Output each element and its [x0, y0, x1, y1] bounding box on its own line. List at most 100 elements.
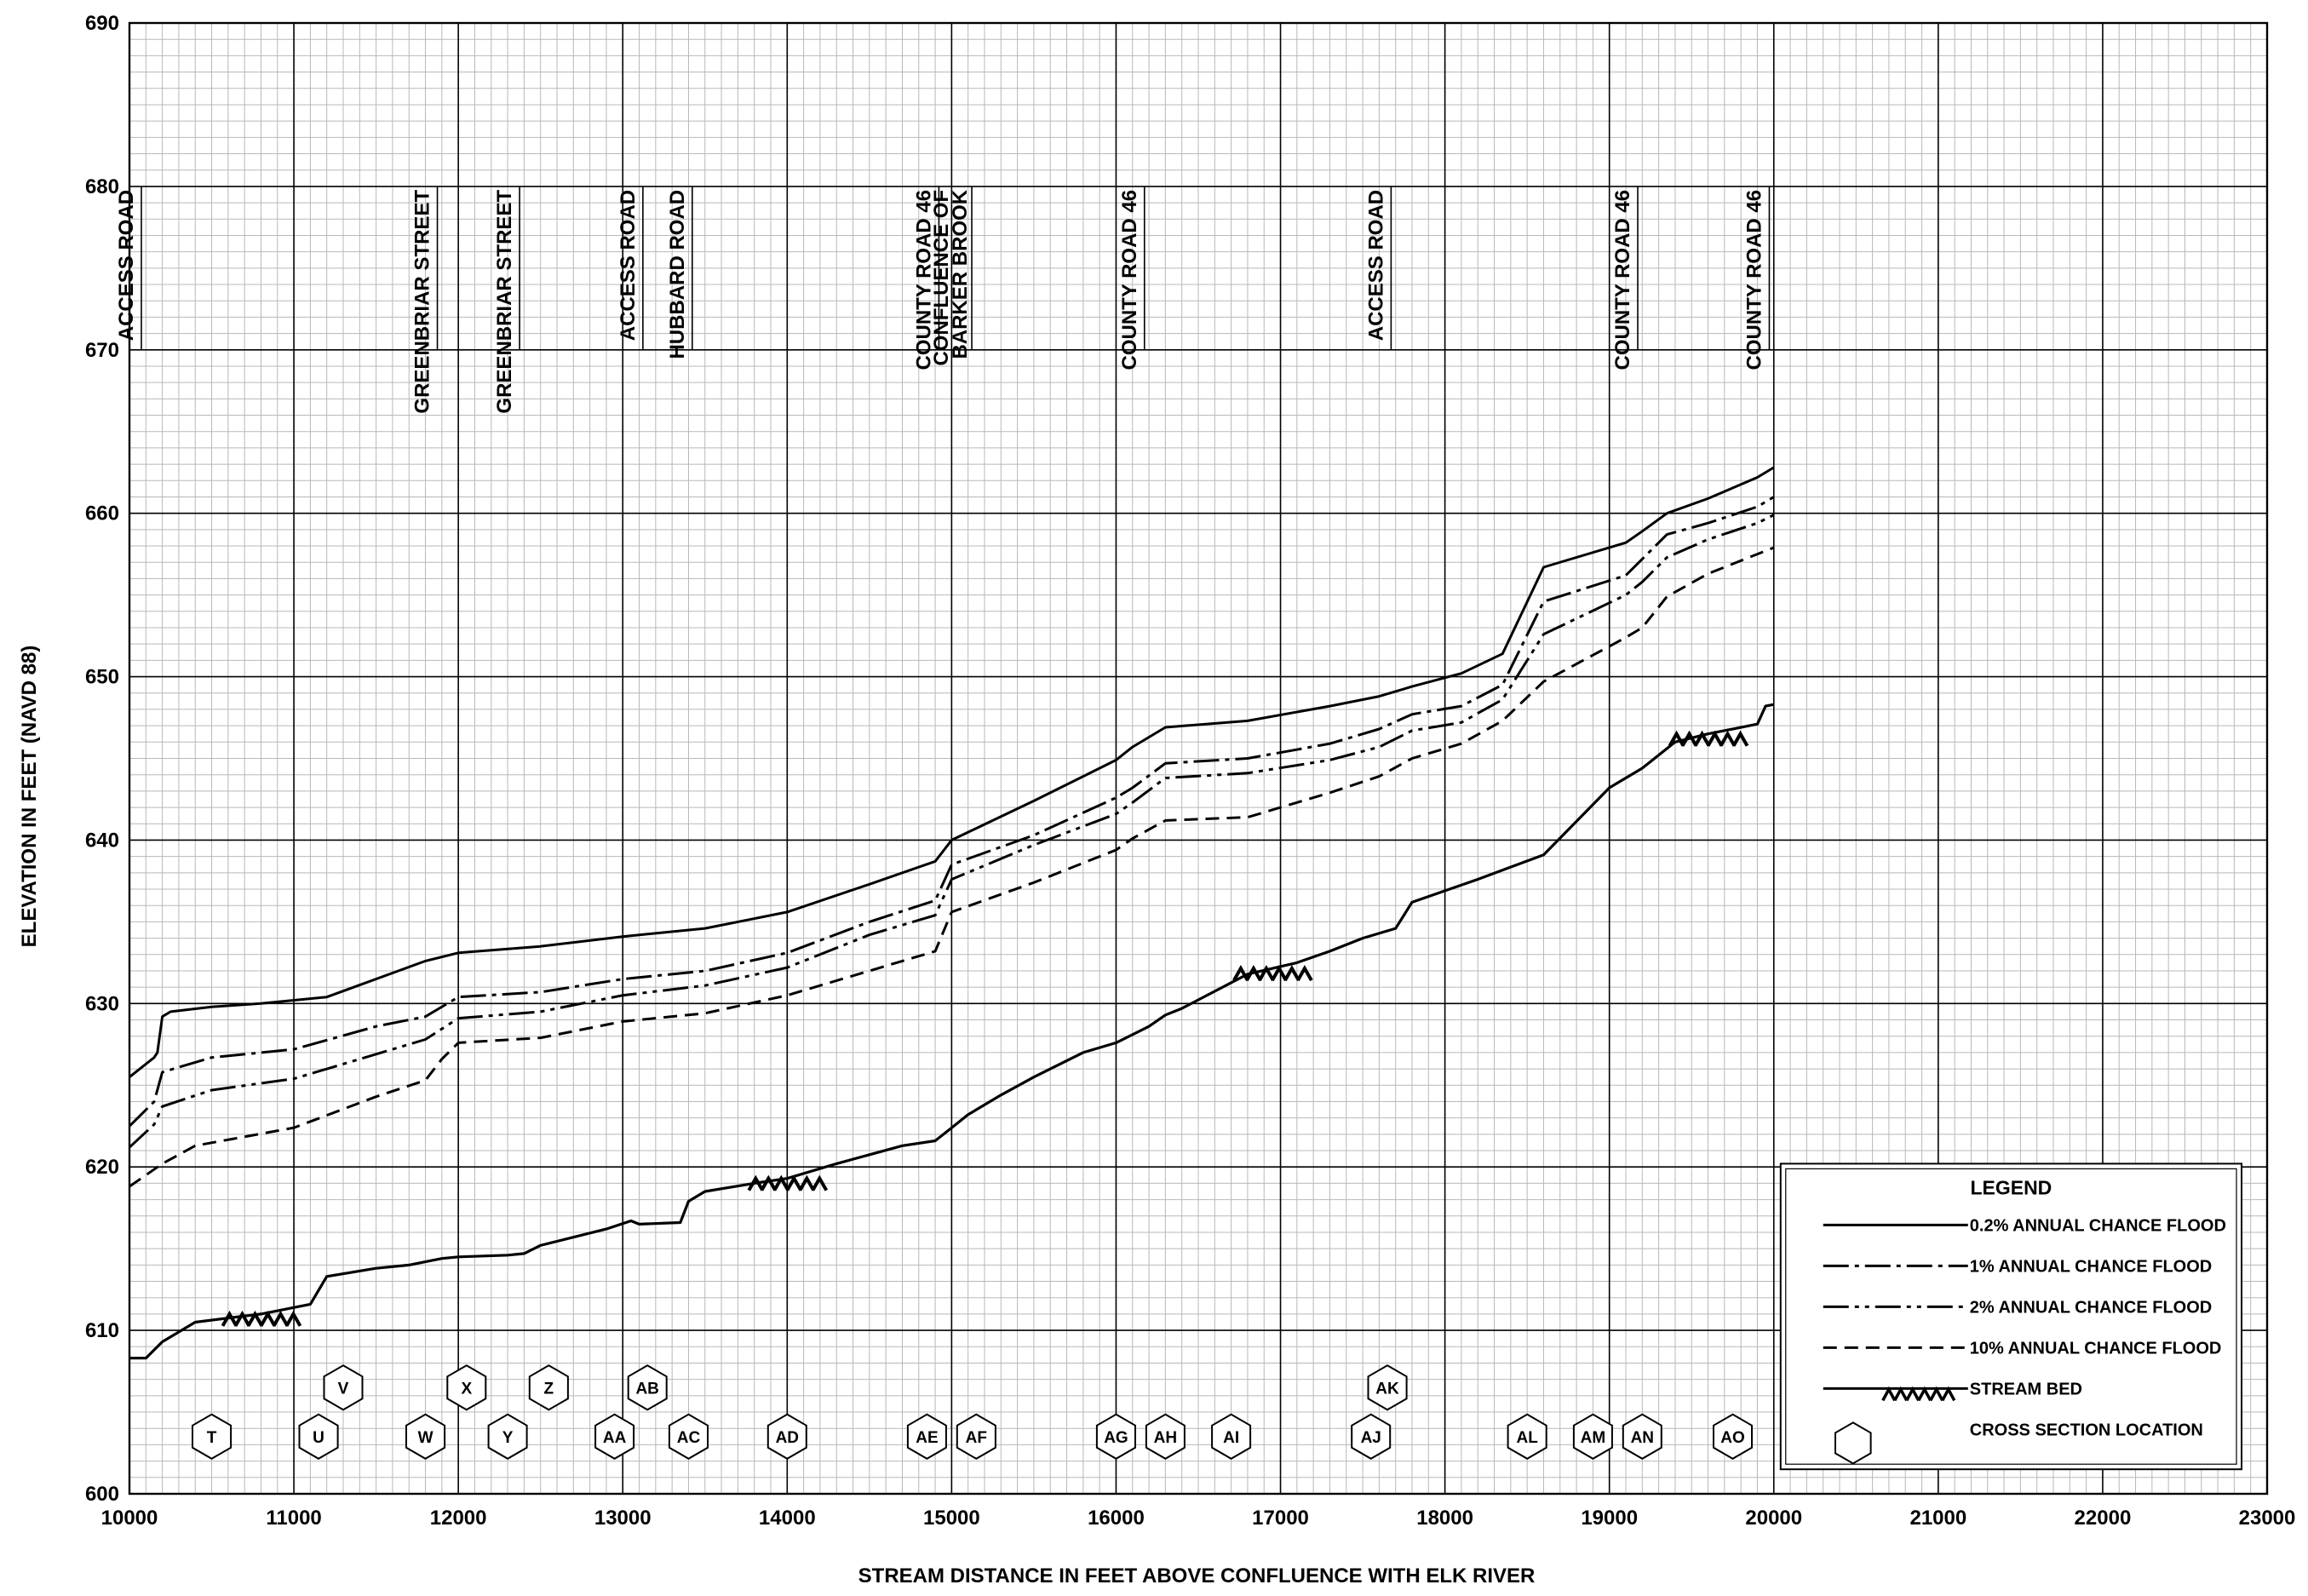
- x-tick-label: 12000: [430, 1507, 487, 1530]
- cross-section-hexagon: [487, 1413, 528, 1460]
- stream-bed-hatch: [259, 1310, 277, 1327]
- legend-label: CROSS SECTION LOCATION: [1970, 1421, 2203, 1439]
- road-label-line: COUNTY ROAD 46: [1742, 190, 1765, 370]
- cross-section-hexagon: [627, 1364, 668, 1411]
- road-label: COUNTY ROAD 46: [1742, 190, 1765, 370]
- cross-section-hexagon: [1145, 1413, 1186, 1460]
- legend-box: [1779, 1163, 2243, 1471]
- cross-section-ab: AB: [627, 1364, 668, 1411]
- x-tick-label: 19000: [1581, 1507, 1638, 1530]
- cross-section-label: AE: [916, 1429, 938, 1447]
- cross-section-ac: AC: [668, 1413, 709, 1460]
- stream-bed-hatch: [798, 1174, 816, 1191]
- stream-bed-hatch: [1706, 730, 1724, 747]
- stream-bed-markers: [221, 730, 1749, 1327]
- road-label: GREENBRIAR STREET: [493, 190, 516, 414]
- x-tick-label: 11000: [266, 1507, 321, 1530]
- stream-bed-symbol: [1668, 730, 1749, 747]
- cross-section-hexagon: [405, 1413, 446, 1460]
- cross-section-label: AB: [635, 1380, 658, 1398]
- stream-bed-symbol: [1232, 965, 1313, 982]
- cross-section-hexagon: [528, 1364, 569, 1411]
- cross-section-w: W: [405, 1413, 446, 1460]
- cross-section-ak: AK: [1367, 1364, 1408, 1411]
- legend-hexagon-symbol: [1834, 1421, 1872, 1465]
- cross-section-ad: AD: [766, 1413, 807, 1460]
- x-tick-label: 22000: [2075, 1507, 2132, 1530]
- stream-bed-hatch: [785, 1174, 803, 1191]
- x-tick-label: 20000: [1745, 1507, 1802, 1530]
- cross-section-hexagon: [594, 1413, 635, 1460]
- stream-bed-hatch: [772, 1174, 790, 1191]
- x-tick-label: 14000: [759, 1507, 816, 1530]
- series-10-annual-chance-flood: [129, 546, 1775, 1188]
- cross-section-hexagon: [1572, 1413, 1613, 1460]
- cross-section-ai: AI: [1211, 1413, 1252, 1460]
- road-label: ACCESS ROAD: [617, 190, 640, 341]
- cross-section-label: AN: [1631, 1429, 1654, 1447]
- cross-section-hexagon: [446, 1364, 487, 1411]
- stream-bed-hatch: [1668, 730, 1685, 747]
- road-label-line: HUBBARD ROAD: [666, 190, 689, 359]
- cross-section-markers: T U V W X Y Z AA AB AC AD AE AF AG AH AI AJ AK AL AM AN AO: [192, 1364, 1753, 1460]
- cross-section-x: X: [446, 1364, 487, 1411]
- series-stream-bed: [129, 703, 1775, 1360]
- legend-item: STREAM BED: [1823, 1380, 2082, 1402]
- legend-item: 2% ANNUAL CHANCE FLOOD: [1823, 1298, 2212, 1317]
- stream-bed-hatch: [811, 1174, 829, 1191]
- series-1-annual-chance-flood: [128, 496, 1775, 1128]
- road-label-line: ACCESS ROAD: [115, 190, 138, 341]
- cross-section-v: V: [323, 1364, 364, 1411]
- legend-bed-hatch: [1941, 1386, 1956, 1402]
- x-tick-label: 16000: [1088, 1507, 1145, 1530]
- road-label-line: COUNTY ROAD 46: [1118, 190, 1141, 370]
- stream-bed-hatch: [760, 1174, 778, 1191]
- cross-section-af: AF: [956, 1413, 996, 1460]
- x-tick-label: 17000: [1252, 1507, 1309, 1530]
- cross-section-ah: AH: [1145, 1413, 1186, 1460]
- cross-section-label: AA: [603, 1429, 627, 1447]
- stream-bed-symbol: [221, 1310, 302, 1327]
- cross-section-t: T: [192, 1413, 233, 1460]
- x-axis-title: STREAM DISTANCE IN FEET ABOVE CONFLUENCE…: [858, 1564, 1536, 1587]
- axis-ticks: 10000 11000 12000 13000 14000 15000 16000 17000…: [85, 12, 2295, 1530]
- cross-section-hexagon: [1351, 1413, 1392, 1460]
- road-label-line: COUNTY ROAD 46: [912, 190, 935, 370]
- stream-bed-hatch: [1731, 730, 1749, 747]
- road-label: COUNTY ROAD 46: [912, 190, 935, 370]
- y-tick-label: 650: [85, 666, 119, 689]
- x-tick-label: 21000: [1909, 1507, 1966, 1530]
- cross-section-hexagon: [1713, 1413, 1753, 1460]
- legend-bed-hatch: [1881, 1386, 1897, 1402]
- legend: LEGEND 0.2% ANNUAL CHANCE FLOOD 1% ANNUAL …: [1779, 1163, 2243, 1471]
- legend-label: 1% ANNUAL CHANCE FLOOD: [1970, 1257, 2212, 1276]
- y-tick-label: 690: [85, 12, 119, 35]
- road-labels: ACCESS ROAD GREENBRIAR STREET GREENBRIAR S…: [115, 186, 1771, 414]
- stream-bed-hatch: [221, 1310, 238, 1327]
- legend-label: 0.2% ANNUAL CHANCE FLOOD: [1970, 1216, 2226, 1235]
- road-label: ACCESS ROAD: [115, 190, 138, 341]
- stream-bed-hatch: [272, 1310, 290, 1327]
- cross-section-label: AF: [966, 1429, 987, 1447]
- plot-frame: [128, 21, 2269, 1496]
- x-tick-label: 18000: [1416, 1507, 1473, 1530]
- stream-bed-hatch: [747, 1174, 765, 1191]
- x-tick-label: 23000: [2239, 1507, 2296, 1530]
- axis-titles: STREAM DISTANCE IN FEET ABOVE CONFLUENCE…: [18, 646, 1535, 1587]
- road-label-line: BARKER BROOK: [949, 189, 972, 359]
- stream-bed-hatch: [1719, 730, 1737, 747]
- y-tick-label: 610: [85, 1319, 119, 1342]
- stream-bed-hatch: [1232, 965, 1249, 982]
- stream-bed-hatch: [1296, 965, 1313, 982]
- legend-label: STREAM BED: [1970, 1380, 2082, 1398]
- legend-bed-hatch: [1893, 1386, 1909, 1402]
- cross-section-hexagon: [1367, 1364, 1408, 1411]
- cross-section-hexagon: [1622, 1413, 1662, 1460]
- legend-title: LEGEND: [1970, 1176, 2052, 1198]
- cross-section-label: W: [418, 1429, 433, 1447]
- series-2-annual-chance-flood: [128, 514, 1775, 1149]
- cross-section-label: AD: [776, 1429, 799, 1447]
- cross-section-label: AG: [1104, 1429, 1128, 1447]
- cross-section-label: Y: [502, 1429, 514, 1447]
